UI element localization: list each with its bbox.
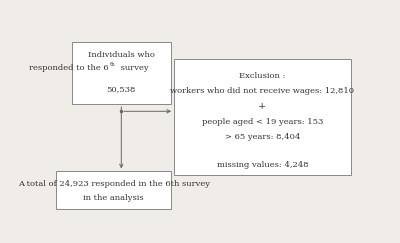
Text: people aged < 19 years: 153: people aged < 19 years: 153 <box>202 118 323 126</box>
Text: responded to the 6: responded to the 6 <box>29 64 109 72</box>
Text: th: th <box>110 62 115 67</box>
Text: Individuals who: Individuals who <box>88 51 155 59</box>
Text: > 65 years: 8,404: > 65 years: 8,404 <box>225 133 300 141</box>
Text: Exclusion :: Exclusion : <box>239 72 286 80</box>
Text: A total of 24,923 responded in the 6th survey: A total of 24,923 responded in the 6th s… <box>18 181 210 189</box>
Text: survey: survey <box>118 64 148 72</box>
Text: workers who did not receive wages: 12,810: workers who did not receive wages: 12,81… <box>170 87 354 95</box>
Text: 50,538: 50,538 <box>107 85 136 93</box>
FancyBboxPatch shape <box>56 171 171 209</box>
Text: in the analysis: in the analysis <box>83 194 144 201</box>
Text: missing values: 4,248: missing values: 4,248 <box>216 161 308 169</box>
FancyBboxPatch shape <box>174 59 351 175</box>
Text: +: + <box>258 102 266 111</box>
FancyBboxPatch shape <box>72 42 171 104</box>
